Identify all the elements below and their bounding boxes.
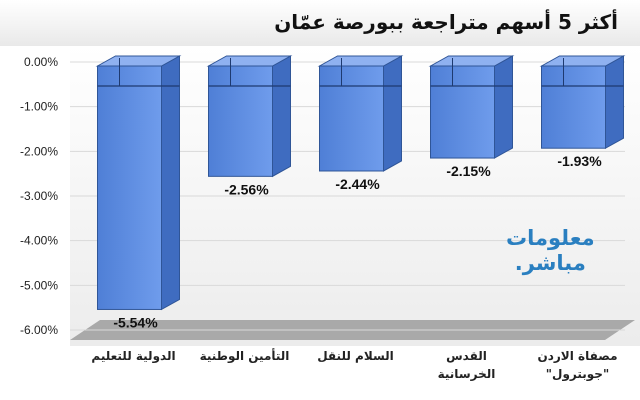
bar-side [605,55,624,150]
bar-side [383,55,402,172]
data-label: -2.44% [335,176,380,192]
bar-side [272,55,291,178]
category-label: التأمين الوطنية [200,348,290,364]
bar-top [317,55,404,67]
bar [430,65,495,159]
bar [541,65,606,149]
data-label: -5.54% [113,314,158,330]
chart-title-bar [0,0,640,46]
y-tick-label: 0.00% [24,55,58,69]
y-tick-label: -5.00% [20,278,58,292]
category-label: القدس [446,349,487,363]
bar [208,65,273,177]
watermark-line2: مباشر. [514,251,586,275]
bar-side [161,55,180,311]
y-tick-label: -6.00% [20,323,58,337]
bar [319,65,384,172]
category-label: السلام للنقل [317,349,394,364]
y-tick-label: -4.00% [20,234,58,248]
watermark-line1: معلومات [506,226,595,250]
bar-side [494,55,513,159]
bar-top [539,55,626,67]
y-tick-label: -3.00% [20,189,58,203]
bar-top [206,55,293,67]
category-label: "جوبترول" [546,367,609,382]
category-labels: الدولية للتعليم التأمين الوطنية السلام للن… [91,348,617,382]
bar-top [428,55,515,67]
category-label: مصفاة الاردن [537,349,617,363]
chart-title: أكثر 5 أسهم متراجعة ببورصة عمّان [274,10,618,34]
y-tick-label: -2.00% [20,144,58,158]
category-label: الدولية للتعليم [91,349,175,364]
bar [97,65,162,310]
category-label: الخرسانية [438,367,496,381]
data-label: -2.15% [446,163,491,179]
bar-top [95,55,182,67]
data-label: -2.56% [224,181,269,197]
data-label: -1.93% [557,153,602,169]
data-labels: -5.54% -2.56% -2.44% -2.15% -1.93% [113,153,602,330]
watermark-logo: معلومات مباشر. [506,226,595,276]
bars [95,55,626,311]
y-tick-label: -1.00% [20,100,58,114]
y-axis-ticks: 0.00% -1.00% -2.00% -3.00% -4.00% -5.00% -6.00… [20,55,58,337]
